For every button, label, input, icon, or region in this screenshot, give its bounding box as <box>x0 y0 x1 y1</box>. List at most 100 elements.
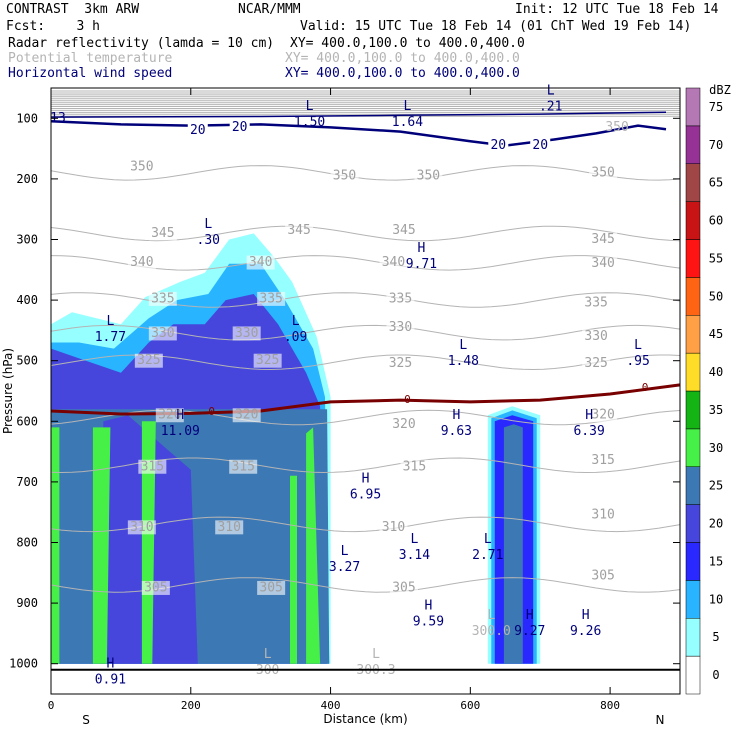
reflectivity-core-4 <box>306 427 321 664</box>
extremum-type-15: L <box>484 532 492 547</box>
colorbar-label-30: 30 <box>709 441 723 455</box>
theta-label-bg <box>582 329 611 344</box>
theta-label-315-3: 315 <box>591 453 614 468</box>
extremum-value-12: 6.95 <box>350 487 381 502</box>
theta-label-310-2: 310 <box>382 520 405 535</box>
extremum-value-20: 0.91 <box>95 672 126 687</box>
theta-line-320 <box>50 409 681 426</box>
theta-label-310-3: 310 <box>591 508 614 523</box>
x-tick-label: 600 <box>460 699 480 712</box>
theta-label-bg <box>127 255 156 270</box>
theta-label-bg <box>379 255 408 270</box>
theta-label-305-3: 305 <box>591 568 614 583</box>
field-xy-wind: XY= 400.0,100.0 to 400.0,400.0 <box>285 66 520 81</box>
theta-label-bg <box>582 296 611 311</box>
extremum-type-12: H <box>362 471 370 486</box>
theta-label-315-1: 315 <box>231 459 254 474</box>
valid-time: Valid: 15 UTC Tue 18 Feb 14 (01 ChT Wed … <box>300 19 692 34</box>
extremum-type-14: L <box>411 532 419 547</box>
contour-labels: 305 305 305 305 310 310 310 310 315 315 315 315 320 3… <box>50 84 650 688</box>
colorbar-swatch-0 <box>685 655 701 695</box>
extremum-value-6: .09 <box>284 330 307 345</box>
wind-contour-20 <box>50 120 667 147</box>
theta-label-bg <box>155 408 184 423</box>
colorbar-label-5: 5 <box>712 630 719 644</box>
reflectivity-core-2 <box>141 421 156 664</box>
theta-label-335-1: 335 <box>259 291 282 306</box>
colorbar-swatch-30 <box>685 428 701 467</box>
colorbar-label-20: 20 <box>709 517 723 531</box>
colorbar-swatch-40 <box>685 352 701 392</box>
extremum-value-16: 9.59 <box>413 615 444 630</box>
theta-label-bg <box>127 159 156 174</box>
theta-label-320-0: 320 <box>158 408 181 423</box>
extremum-type-20: H <box>106 656 114 671</box>
theta-label-bg <box>389 417 418 432</box>
theta-label-bg <box>257 580 286 595</box>
theta-label-305-2: 305 <box>392 580 415 595</box>
south-label: S <box>82 713 90 727</box>
theta-label-bg <box>229 459 258 474</box>
theta-label-bg <box>134 353 163 368</box>
theta-label-320-1: 320 <box>235 408 258 423</box>
theta-label-bg <box>127 520 156 535</box>
init-time: Init: 12 UTC Tue 18 Feb 14 <box>515 2 719 17</box>
wind-label-20-2: 20 <box>490 138 506 153</box>
theta-label-bg <box>589 408 618 423</box>
theta-label-305-0: 305 <box>144 580 167 595</box>
extremum-type-19: L <box>487 608 495 623</box>
extremum-value-1: 1.64 <box>392 115 423 130</box>
theta-label-bg <box>148 226 177 241</box>
extremum-type-13: L <box>341 544 349 559</box>
theta-label-310-0: 310 <box>130 520 153 535</box>
theta-label-315-0: 315 <box>141 459 164 474</box>
extremum-type-10: H <box>452 408 460 423</box>
extremum-value-5: 1.77 <box>95 330 126 345</box>
theta-label-bg <box>589 165 618 180</box>
model-title: CONTRAST 3km ARW <box>6 2 140 17</box>
theta-label-bg <box>232 408 261 423</box>
theta-label-345-1: 345 <box>287 223 310 238</box>
extremum-type-16: H <box>424 599 432 614</box>
theta-label-bg <box>589 232 618 247</box>
wind-label-bg <box>530 138 551 153</box>
wind-label-bg <box>229 120 250 135</box>
theta-label-350-3: 350 <box>591 165 614 180</box>
theta-label-340-1: 340 <box>249 255 272 270</box>
theta-label-bg <box>386 320 415 335</box>
x-tick-label: 0 <box>48 699 55 712</box>
colorbar-swatch-25 <box>685 466 701 505</box>
theta-label-bg <box>330 168 359 183</box>
extremum-type-21: L <box>264 647 272 662</box>
reflectivity-core-1 <box>92 427 111 664</box>
colorbar-swatch-55 <box>685 239 701 278</box>
x-tick-label: 800 <box>600 699 620 712</box>
y-tick-label: 500 <box>16 354 38 368</box>
theta-label-350-0: 350 <box>130 159 153 174</box>
theta-label-315-2: 315 <box>403 459 426 474</box>
theta-label-bg <box>400 459 429 474</box>
colorbar-swatch-45 <box>685 315 701 354</box>
colorbar-swatch-20 <box>685 504 701 543</box>
theta-label-325-1: 325 <box>256 353 279 368</box>
extremum-type-0: L <box>306 99 314 114</box>
colorbar-label-70: 70 <box>709 138 723 152</box>
x-tick-label: 400 <box>321 699 341 712</box>
colorbar-swatch-5 <box>685 618 701 657</box>
extremum-type-1: L <box>404 99 412 114</box>
colorbar-swatch-70 <box>685 125 701 164</box>
reflectivity-shading <box>51 233 541 664</box>
colorbar-swatch-10 <box>685 580 701 619</box>
theta-label-bg <box>285 223 314 238</box>
colorbar-swatch-65 <box>685 163 701 202</box>
theta-label-320-2: 320 <box>392 417 415 432</box>
theta-label-335-0: 335 <box>151 291 174 306</box>
y-tick-label: 100 <box>16 111 38 125</box>
extremum-value-18: 9.26 <box>570 624 601 639</box>
wind-label-20-0: 20 <box>190 123 206 138</box>
north-label: N <box>656 713 665 727</box>
theta-label-310-1: 310 <box>217 520 240 535</box>
theta-label-bg <box>253 353 282 368</box>
